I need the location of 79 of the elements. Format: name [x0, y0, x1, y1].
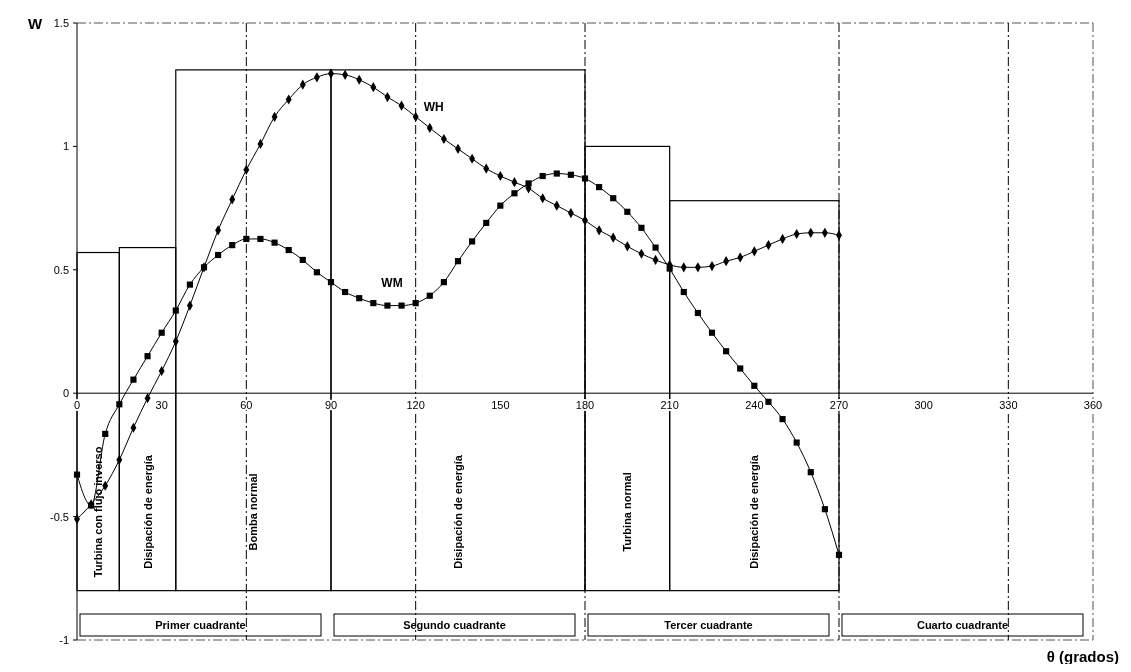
- x-tick-label: 30: [155, 399, 168, 412]
- series-label: WH: [423, 99, 444, 114]
- point: [144, 353, 151, 360]
- point: [694, 309, 701, 317]
- point: [158, 329, 165, 336]
- point: [737, 365, 744, 372]
- point: [215, 251, 222, 259]
- point: [454, 258, 462, 265]
- point: [299, 256, 306, 264]
- point: [539, 172, 546, 180]
- x-tick-label: 330: [999, 399, 1018, 412]
- point: [384, 302, 391, 309]
- point: [525, 180, 532, 187]
- annotation: Turbina normal: [621, 472, 634, 552]
- x-tick-label: 150: [491, 399, 510, 412]
- point: [469, 238, 476, 245]
- point: [567, 171, 574, 178]
- x-tick-label: 360: [1083, 399, 1103, 412]
- point: [638, 224, 645, 231]
- point: [610, 195, 617, 202]
- x-tick-label: 60: [240, 399, 253, 412]
- point: [751, 382, 758, 389]
- point: [440, 279, 447, 286]
- point: [483, 219, 490, 226]
- point: [370, 300, 377, 307]
- point: [313, 269, 320, 276]
- annotation: Disipación de energía: [748, 454, 761, 569]
- point: [553, 170, 560, 177]
- annotation: Bomba normal: [247, 473, 260, 551]
- point: [652, 244, 659, 251]
- point: [821, 506, 828, 513]
- annotation: Disipación de energía: [452, 454, 464, 569]
- point: [708, 329, 716, 336]
- y-tick-label: 0: [62, 387, 69, 400]
- x-tick-label: 120: [406, 399, 425, 412]
- point: [666, 265, 673, 272]
- point: [807, 469, 814, 476]
- point: [765, 398, 772, 405]
- y-tick-label: -0.5: [50, 510, 69, 523]
- annotation: Cuarto cuadrante: [916, 619, 1009, 631]
- annotation: Disipación de energía: [141, 454, 154, 569]
- x-tick-label: 300: [914, 399, 933, 412]
- point: [271, 239, 278, 246]
- point: [596, 184, 603, 191]
- annotation: Segundo cuadrante: [403, 619, 506, 631]
- point: [793, 439, 800, 446]
- y-axis-title: W: [28, 15, 43, 32]
- y-tick-label: 1: [62, 140, 69, 153]
- point: [426, 292, 433, 299]
- series-label: WM: [381, 276, 403, 291]
- y-tick-label: 1.5: [53, 17, 69, 29]
- point: [327, 279, 335, 286]
- point: [356, 295, 363, 302]
- annotation: Turbina con flujo inverso: [92, 446, 105, 578]
- annotation: Primer cuadrante: [155, 619, 246, 631]
- point: [186, 281, 193, 288]
- point: [412, 300, 419, 307]
- point: [624, 208, 631, 215]
- point: [102, 430, 109, 437]
- point: [342, 288, 349, 296]
- point: [398, 302, 405, 309]
- point: [680, 288, 687, 296]
- point: [779, 416, 786, 423]
- point: [257, 235, 264, 243]
- point: [229, 242, 236, 249]
- point: [172, 307, 179, 314]
- point: [835, 551, 843, 558]
- point: [243, 235, 250, 243]
- y-tick-label: -1: [59, 634, 69, 646]
- point: [497, 202, 504, 209]
- x-tick-label: 240: [745, 399, 764, 412]
- point: [723, 348, 730, 355]
- point: [130, 376, 137, 383]
- point: [116, 401, 123, 408]
- point: [581, 175, 589, 182]
- point: [285, 246, 292, 254]
- y-tick-label: 0.5: [53, 263, 69, 276]
- point: [511, 190, 518, 197]
- annotation: Tercer cuadrante: [664, 619, 753, 631]
